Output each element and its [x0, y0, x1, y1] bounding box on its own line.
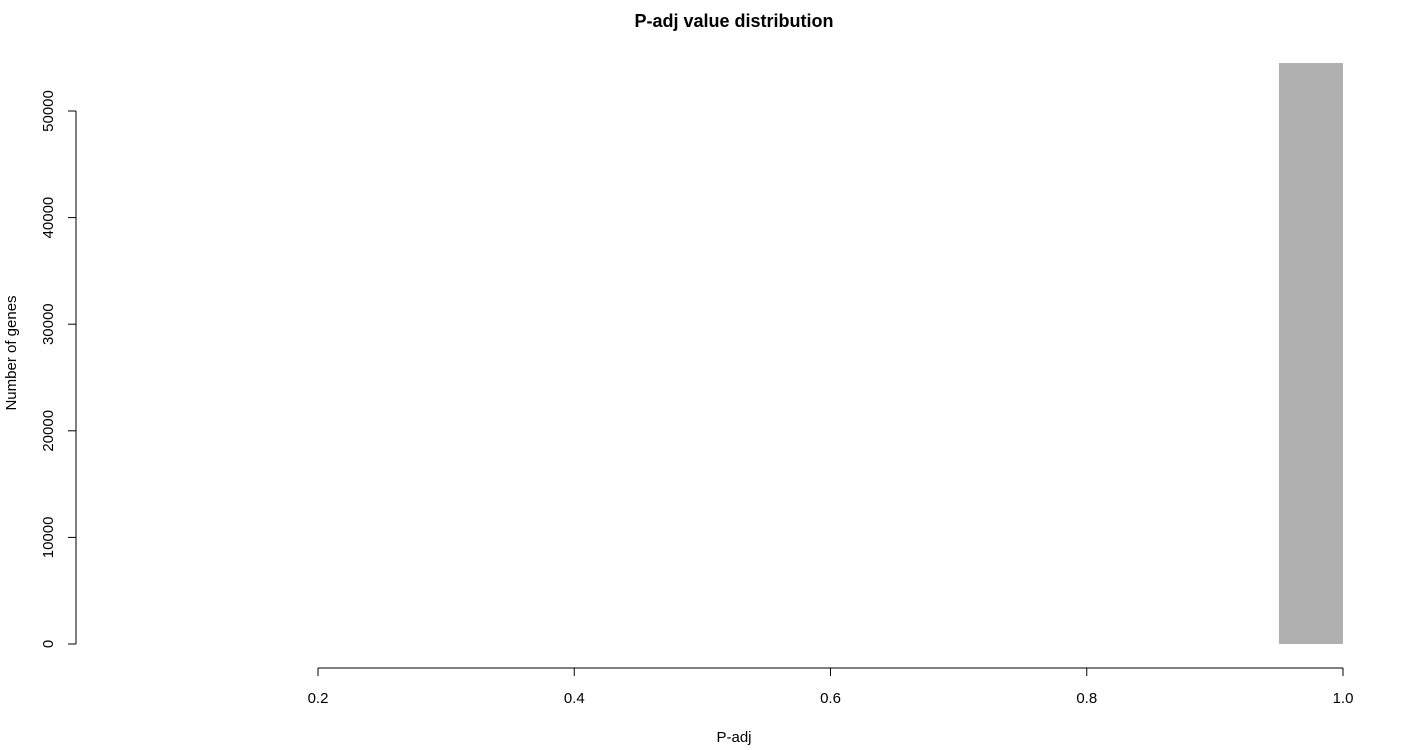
y-tick-label: 0 [40, 640, 57, 648]
y-tick-label: 40000 [40, 197, 57, 239]
y-tick-label: 50000 [40, 90, 57, 132]
bars-group [1278, 63, 1343, 644]
x-tick-label: 0.2 [308, 690, 329, 707]
y-axis: 0 10000 20000 30000 40000 50000 [40, 90, 77, 648]
y-tick-label: 10000 [40, 517, 57, 559]
x-tick-label: 0.6 [820, 690, 841, 707]
x-tick-label: 1.0 [1333, 690, 1354, 707]
x-axis-label: P-adj [716, 729, 751, 745]
x-axis: 0.2 0.4 0.6 0.8 1.0 [308, 667, 1354, 707]
y-axis-label: Number of genes [3, 295, 20, 410]
chart-title: P-adj value distribution [634, 11, 833, 31]
y-tick-label: 30000 [40, 303, 57, 345]
x-tick-label: 0.8 [1076, 690, 1097, 707]
histogram-bar [1278, 63, 1343, 644]
x-tick-label: 0.4 [564, 690, 585, 707]
y-tick-label: 20000 [40, 410, 57, 452]
